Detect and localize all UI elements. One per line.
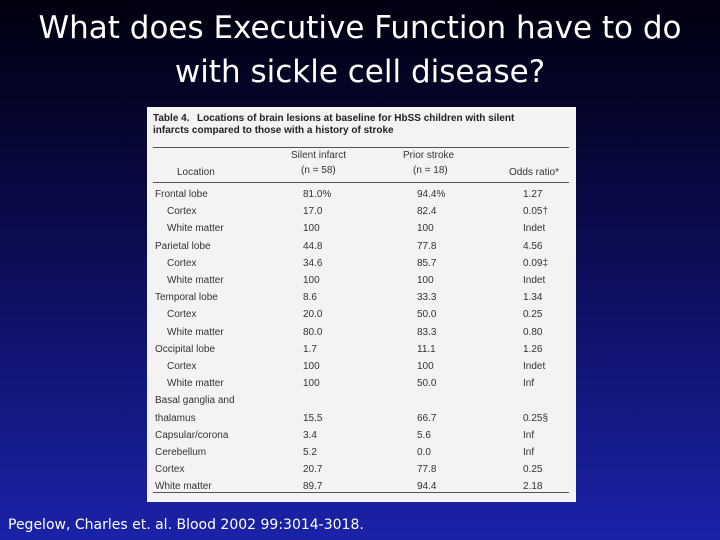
caption-text: infarcts compared to those with a histor… <box>153 125 394 136</box>
region-name: Basal ganglia and <box>155 395 235 407</box>
cell: 5.6 <box>417 429 431 441</box>
region-name: Parietal lobe <box>155 240 211 252</box>
cell: 4.56 <box>523 240 543 252</box>
cell: 100 <box>303 223 320 235</box>
cell: Inf <box>523 429 535 441</box>
cell: 77.8 <box>417 240 437 252</box>
cell: 5.2 <box>303 447 317 458</box>
cell: 1.34 <box>523 292 543 304</box>
part-name: White matter <box>167 275 224 286</box>
cell: 17.0 <box>303 206 323 218</box>
header: Silent infarct <box>291 150 347 161</box>
cell: 100 <box>303 361 320 372</box>
cell: 100 <box>417 223 434 235</box>
header: (n = 58) <box>301 165 336 176</box>
cell: 0.05† <box>523 206 549 218</box>
cell: Indet <box>523 361 546 372</box>
cell: 1.7 <box>303 343 317 355</box>
region-name: White matter <box>155 481 212 493</box>
cell: 50.0 <box>417 378 437 390</box>
cell: 100 <box>417 361 434 372</box>
cell: 1.27 <box>523 189 543 200</box>
region-name: Cortex <box>155 464 185 476</box>
cell: 100 <box>417 275 434 286</box>
rule <box>153 492 569 493</box>
cell: 33.3 <box>417 292 437 304</box>
cell: 81.0% <box>303 189 332 200</box>
region-name: Capsular/corona <box>155 429 229 441</box>
cell: 0.25 <box>523 309 543 321</box>
cell: 0.80 <box>523 326 543 338</box>
region-name: Frontal lobe <box>155 189 208 200</box>
cell: 1.26 <box>523 343 543 355</box>
cell: 0.25§ <box>523 412 549 424</box>
caption-label: Table 4. <box>153 113 190 124</box>
cell: 83.3 <box>417 326 437 338</box>
header: Odds ratio* <box>509 167 560 178</box>
part-name: Cortex <box>167 309 197 321</box>
cell: 94.4% <box>417 189 446 200</box>
rule <box>153 147 569 148</box>
cell: 0.09‡ <box>523 257 549 269</box>
cell: 2.18 <box>523 481 543 493</box>
cell: 15.5 <box>303 412 323 424</box>
table-image: Table 4. Locations of brain lesions at ba… <box>147 107 576 502</box>
region-name: thalamus <box>155 412 196 424</box>
citation: Pegelow, Charles et. al. Blood 2002 99:3… <box>8 517 364 533</box>
cell: Inf <box>523 378 535 390</box>
cell: 3.4 <box>303 429 317 441</box>
cell: 20.7 <box>303 464 323 476</box>
part-name: Cortex <box>167 206 197 218</box>
title-line: with sickle cell disease? <box>174 54 546 90</box>
cell: 0.0 <box>417 447 431 458</box>
cell: 77.8 <box>417 464 437 476</box>
cell: 89.7 <box>303 481 323 493</box>
cell: 100 <box>303 378 320 390</box>
cell: Indet <box>523 275 546 286</box>
region-name: Occipital lobe <box>155 343 216 355</box>
header: Prior stroke <box>403 150 455 161</box>
cell: 100 <box>303 275 320 286</box>
part-name: Cortex <box>167 361 197 372</box>
region-name: Cerebellum <box>155 447 207 458</box>
caption-text: Locations of brain lesions at baseline f… <box>197 113 515 124</box>
header: Location <box>177 167 215 178</box>
part-name: White matter <box>167 378 224 390</box>
header: (n = 18) <box>413 165 448 176</box>
part-name: Cortex <box>167 257 197 269</box>
cell: Inf <box>523 447 535 458</box>
cell: 44.8 <box>303 240 323 252</box>
cell: Indet <box>523 223 546 235</box>
cell: 0.25 <box>523 464 543 476</box>
cell: 94.4 <box>417 481 437 493</box>
cell: 34.6 <box>303 257 323 269</box>
cell: 8.6 <box>303 292 317 304</box>
cell: 11.1 <box>417 343 436 355</box>
cell: 66.7 <box>417 412 437 424</box>
cell: 82.4 <box>417 206 437 218</box>
cell: 85.7 <box>417 257 437 269</box>
rule <box>153 182 569 183</box>
cell: 50.0 <box>417 309 437 321</box>
cell: 80.0 <box>303 326 323 338</box>
cell: 20.0 <box>303 309 323 321</box>
region-name: Temporal lobe <box>155 292 218 304</box>
title-line: What does Executive Function have to do <box>38 10 682 46</box>
part-name: White matter <box>167 326 224 338</box>
part-name: White matter <box>167 223 224 235</box>
